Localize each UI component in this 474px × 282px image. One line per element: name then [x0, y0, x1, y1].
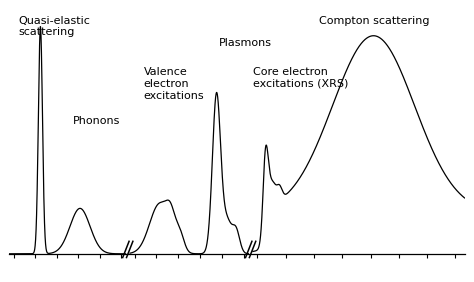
Text: Compton scattering: Compton scattering	[319, 16, 429, 26]
Text: Core electron
excitations (XRS): Core electron excitations (XRS)	[253, 67, 348, 89]
Text: Valence
electron
excitations: Valence electron excitations	[144, 67, 204, 101]
Text: Plasmons: Plasmons	[219, 38, 272, 48]
Text: Phonons: Phonons	[73, 116, 120, 126]
Text: Quasi-elastic
scattering: Quasi-elastic scattering	[18, 16, 91, 38]
